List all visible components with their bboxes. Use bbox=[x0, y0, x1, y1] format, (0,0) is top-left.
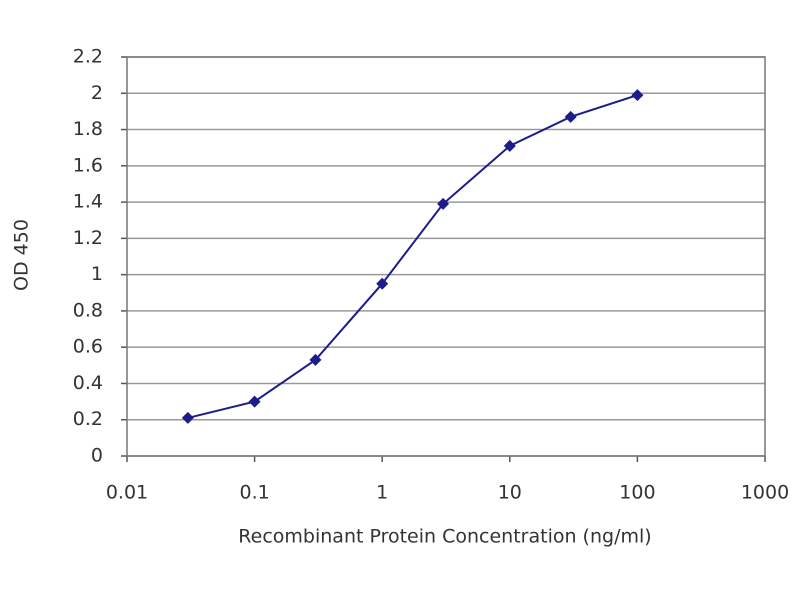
data-point bbox=[248, 395, 261, 408]
y-tick-label: 1.6 bbox=[73, 154, 103, 176]
x-tick-label: 0.01 bbox=[106, 482, 148, 504]
data-point bbox=[309, 353, 322, 366]
y-tick-label: 0.2 bbox=[73, 408, 103, 430]
x-tick-label: 1 bbox=[376, 482, 388, 504]
x-tick-label: 1000 bbox=[741, 482, 789, 504]
x-tick-label: 10 bbox=[498, 482, 522, 504]
data-point bbox=[437, 197, 450, 210]
x-tick-label: 100 bbox=[619, 482, 655, 504]
data-point bbox=[181, 411, 194, 424]
y-tick-label: 0.4 bbox=[73, 372, 103, 394]
data-line bbox=[187, 94, 638, 419]
x-tick-label: 0.1 bbox=[239, 482, 269, 504]
data-point bbox=[376, 277, 389, 290]
data-point bbox=[564, 110, 577, 123]
y-tick-label: 1.2 bbox=[73, 227, 103, 249]
y-axis-label: OD 450 bbox=[11, 219, 33, 291]
y-tick-label: 2 bbox=[91, 82, 103, 104]
y-tick-label: 1 bbox=[91, 263, 103, 285]
y-tick-label: 0.6 bbox=[73, 336, 103, 358]
y-tick-label: 0 bbox=[91, 445, 103, 467]
y-tick-label: 0.8 bbox=[73, 299, 103, 321]
y-tick-label: 1.4 bbox=[73, 191, 103, 213]
y-tick-label: 1.8 bbox=[73, 118, 103, 140]
x-axis-label: Recombinant Protein Concentration (ng/ml… bbox=[238, 526, 651, 548]
plot-frame bbox=[126, 56, 766, 457]
data-point bbox=[631, 89, 644, 102]
y-tick-label: 2.2 bbox=[73, 46, 103, 68]
data-point bbox=[503, 139, 516, 152]
